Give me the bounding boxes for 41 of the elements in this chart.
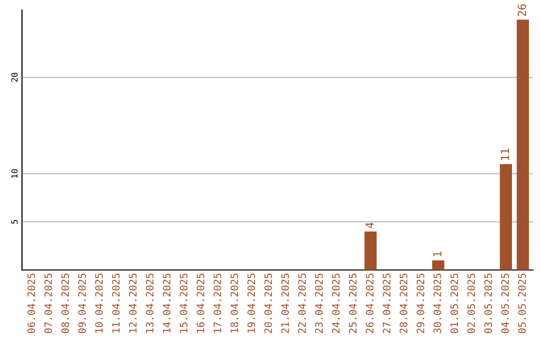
y-tick-label: 20 [11, 72, 18, 82]
x-tick-label: 14.04.2025 [162, 274, 170, 333]
x-tick-label: 10.04.2025 [95, 274, 103, 333]
x-tick-label: 28.04.2025 [400, 274, 408, 334]
data-label: 26 [518, 4, 526, 16]
x-tick-label: 23.04.2025 [315, 274, 323, 334]
x-tick-label: 27.04.2025 [382, 274, 390, 334]
x-tick-label: 13.04.2025 [146, 274, 154, 333]
x-tick-label: 16.04.2025 [196, 274, 204, 333]
x-tick-label: 12.04.2025 [128, 274, 137, 333]
x-tick-label: 24.04.2025 [332, 274, 340, 334]
x-tick-label: 18.04.2025 [230, 274, 238, 333]
bar [500, 164, 512, 270]
x-tick-label: 29.04.2025 [416, 274, 424, 334]
x-tick-label: 22.04.2025 [298, 274, 306, 334]
x-tick-label: 06.04.2025 [27, 274, 36, 334]
x-tick-label: 17.04.2025 [214, 274, 222, 333]
x-tick-label: 26.04.2025 [366, 274, 374, 334]
x-tick-label: 08.04.2025 [61, 274, 69, 334]
x-tick-label: 05.05.2025 [518, 274, 526, 334]
data-label: 11 [500, 148, 510, 160]
data-label: 4 [366, 222, 374, 228]
x-tick-label: 20.04.2025 [264, 274, 272, 334]
x-tick-label: 19.04.2025 [247, 274, 256, 333]
x-tick-label: 15.04.2025 [180, 274, 188, 333]
y-tick-label: 5 [11, 220, 18, 224]
x-tick-label: 01.05.2025 [450, 274, 458, 334]
x-tick-label: 04.05.2025 [501, 274, 509, 334]
x-tick-label: 11.04.2025 [112, 274, 120, 333]
y-tick-label: 10 [11, 169, 18, 178]
bar [432, 260, 444, 270]
bar [516, 20, 529, 270]
bar [364, 231, 377, 270]
x-tick-label: 30.04.2025 [434, 274, 442, 334]
x-tick-label: 07.04.2025 [44, 274, 52, 334]
x-tick-label: 09.04.2025 [78, 274, 86, 334]
x-tick-label: 21.04.2025 [281, 274, 289, 334]
x-tick-label: 03.05.2025 [484, 274, 492, 334]
x-tick-label: 25.04.2025 [348, 274, 357, 334]
data-label: 1 [433, 252, 442, 256]
x-tick-label: 02.05.2025 [467, 274, 476, 334]
